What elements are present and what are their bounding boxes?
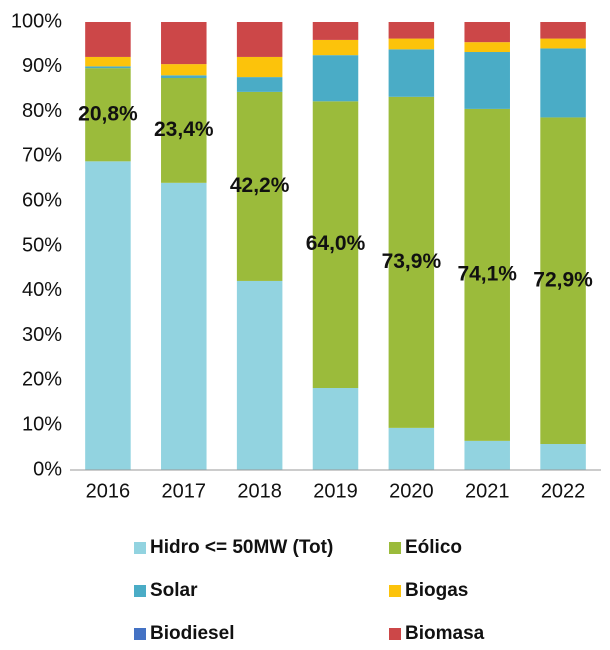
x-tick-label: 2019 bbox=[313, 480, 358, 502]
value-label: 20,8% bbox=[78, 102, 138, 125]
bar-segment bbox=[236, 77, 283, 92]
bar-segment bbox=[388, 96, 435, 428]
bar-segment bbox=[312, 55, 359, 102]
value-label: 72,9% bbox=[533, 268, 593, 291]
bar-segment bbox=[161, 22, 207, 65]
bar-segment bbox=[540, 22, 586, 39]
x-tick-label: 2017 bbox=[162, 480, 207, 502]
bar-segment bbox=[236, 280, 283, 470]
legend-label: Hidro <= 50MW (Tot) bbox=[150, 537, 333, 558]
legend-swatch bbox=[134, 542, 146, 554]
x-tick-label: 2021 bbox=[465, 480, 510, 502]
bar-segment bbox=[85, 56, 131, 67]
value-label: 23,4% bbox=[154, 118, 214, 141]
x-tick-label: 2018 bbox=[237, 480, 282, 502]
x-tick-label: 2016 bbox=[86, 480, 131, 502]
legend-swatch bbox=[134, 628, 146, 640]
bar-segment bbox=[85, 161, 131, 470]
y-tick-label: 100% bbox=[11, 10, 62, 32]
bar-segment bbox=[540, 48, 586, 118]
bar-segment bbox=[312, 22, 359, 40]
y-tick-label: 50% bbox=[22, 234, 62, 256]
bar-segment bbox=[161, 75, 207, 78]
legend-label: Biogas bbox=[405, 580, 468, 601]
bar-segment bbox=[388, 49, 435, 97]
bar-segment bbox=[85, 68, 131, 162]
bar-segment bbox=[161, 78, 207, 183]
y-tick-label: 20% bbox=[22, 369, 62, 391]
y-tick-label: 80% bbox=[22, 100, 62, 122]
bar-segment bbox=[312, 39, 359, 56]
legend-label: Solar bbox=[150, 580, 198, 601]
value-label: 73,9% bbox=[382, 250, 442, 273]
value-label: 64,0% bbox=[306, 232, 366, 255]
y-tick-label: 70% bbox=[22, 145, 62, 167]
bar-segment bbox=[161, 182, 207, 470]
bar-segment bbox=[464, 440, 510, 470]
bar-segment bbox=[540, 38, 586, 49]
legend-swatch bbox=[389, 628, 401, 640]
x-tick-label: 2022 bbox=[541, 480, 586, 502]
legend-swatch bbox=[134, 585, 146, 597]
bar-segment bbox=[236, 91, 283, 281]
legend-swatch bbox=[389, 542, 401, 554]
bar-segment bbox=[85, 22, 131, 57]
legend-label: Eólico bbox=[405, 537, 462, 558]
bar-segment bbox=[464, 108, 510, 441]
bar-segment bbox=[464, 42, 510, 53]
bar-segment bbox=[236, 56, 283, 78]
bar-segment bbox=[540, 444, 586, 470]
value-label: 42,2% bbox=[230, 174, 290, 197]
bar-segment bbox=[464, 52, 510, 109]
y-tick-label: 40% bbox=[22, 279, 62, 301]
value-label: 74,1% bbox=[457, 262, 517, 285]
y-tick-label: 60% bbox=[22, 189, 62, 211]
bar-segment bbox=[388, 427, 435, 470]
y-tick-label: 90% bbox=[22, 55, 62, 77]
x-tick-label: 2020 bbox=[389, 480, 434, 502]
legend-label: Biomasa bbox=[405, 623, 485, 644]
y-tick-label: 30% bbox=[22, 324, 62, 346]
bar-segment bbox=[540, 117, 586, 445]
bar-segment bbox=[236, 22, 283, 57]
legend-label: Biodiesel bbox=[150, 623, 234, 644]
bar-segment bbox=[161, 64, 207, 76]
bar-segment bbox=[464, 22, 510, 43]
bar-segment bbox=[388, 38, 435, 50]
bar-segment bbox=[312, 101, 359, 389]
legend-swatch bbox=[389, 585, 401, 597]
bar-segment bbox=[312, 388, 359, 470]
bar-segment bbox=[85, 66, 131, 69]
y-tick-label: 0% bbox=[33, 458, 62, 480]
y-tick-label: 10% bbox=[22, 413, 62, 435]
bar-segment bbox=[388, 22, 435, 39]
